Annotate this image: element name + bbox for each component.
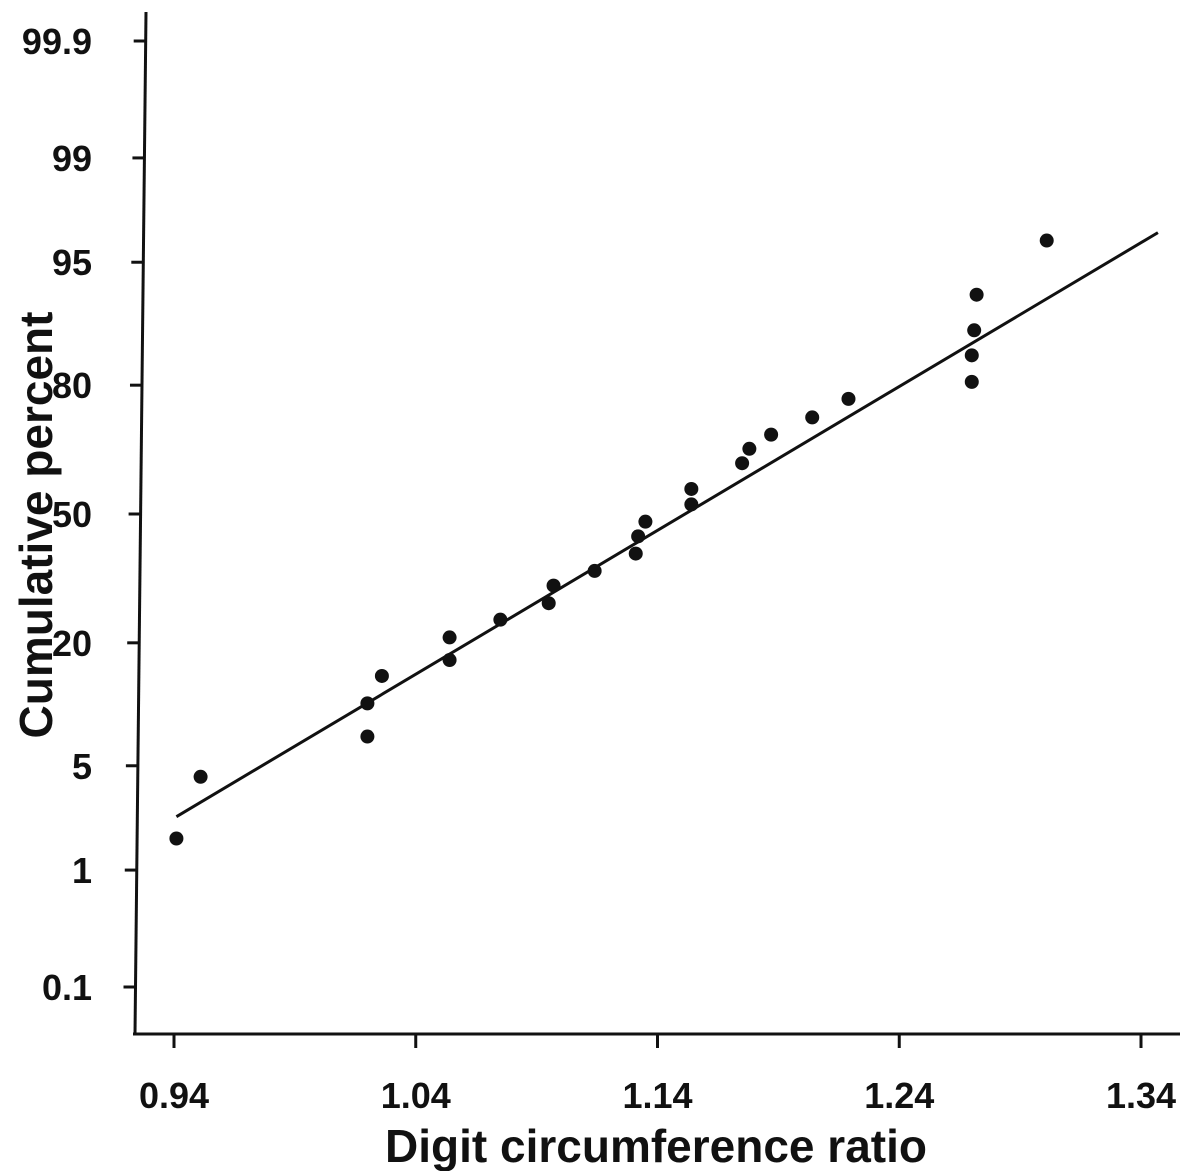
data-point	[360, 696, 375, 711]
y-tick-label: 80	[52, 365, 92, 406]
data-point	[442, 653, 457, 668]
data-point	[964, 348, 979, 363]
data-point	[638, 514, 653, 529]
data-point	[764, 427, 779, 442]
data-point	[587, 563, 602, 578]
data-point	[541, 596, 556, 611]
data-point	[969, 287, 984, 302]
data-point	[805, 410, 820, 425]
y-tick-label: 95	[52, 242, 92, 283]
data-point	[374, 668, 389, 683]
data-points	[169, 233, 1054, 846]
data-point	[684, 497, 699, 512]
data-point	[169, 831, 184, 846]
y-axis-title: Cumulative percent	[10, 312, 62, 739]
data-point	[193, 769, 208, 784]
y-tick-label: 50	[52, 494, 92, 535]
fit-line	[175, 231, 1159, 818]
y-tick-label: 1	[72, 850, 92, 891]
x-tick-label: 1.04	[381, 1075, 451, 1116]
x-axis-ticks: 0.94 1.04 1.14 1.24 1.34	[139, 1034, 1176, 1116]
x-tick-label: 1.34	[1106, 1075, 1176, 1116]
data-point	[841, 391, 856, 406]
y-axis-line	[133, 11, 148, 1035]
data-point	[1039, 233, 1054, 248]
data-point	[360, 729, 375, 744]
data-point	[684, 481, 699, 496]
data-point	[493, 612, 508, 627]
data-point	[967, 323, 982, 338]
x-tick-label: 1.24	[864, 1075, 934, 1116]
x-tick-label: 1.14	[622, 1075, 692, 1116]
x-axis-title: Digit circumference ratio	[385, 1120, 927, 1171]
y-tick-label: 20	[52, 623, 92, 664]
x-tick-label: 0.94	[139, 1075, 209, 1116]
y-tick-label: 99	[52, 138, 92, 179]
y-tick-label: 0.1	[42, 967, 92, 1008]
y-tick-label: 5	[72, 746, 92, 787]
data-point	[742, 441, 757, 456]
fit-line-layer	[175, 231, 1159, 818]
data-point	[546, 578, 561, 593]
data-point	[964, 374, 979, 389]
data-point	[631, 529, 646, 544]
data-point	[628, 546, 643, 561]
y-tick-label: 99.9	[22, 21, 92, 62]
axes	[133, 11, 1180, 1036]
data-point	[442, 630, 457, 645]
data-point	[735, 456, 750, 471]
y-axis-ticks: 0.1 1 5 20 50 80 95 99 99.9	[22, 21, 146, 1008]
